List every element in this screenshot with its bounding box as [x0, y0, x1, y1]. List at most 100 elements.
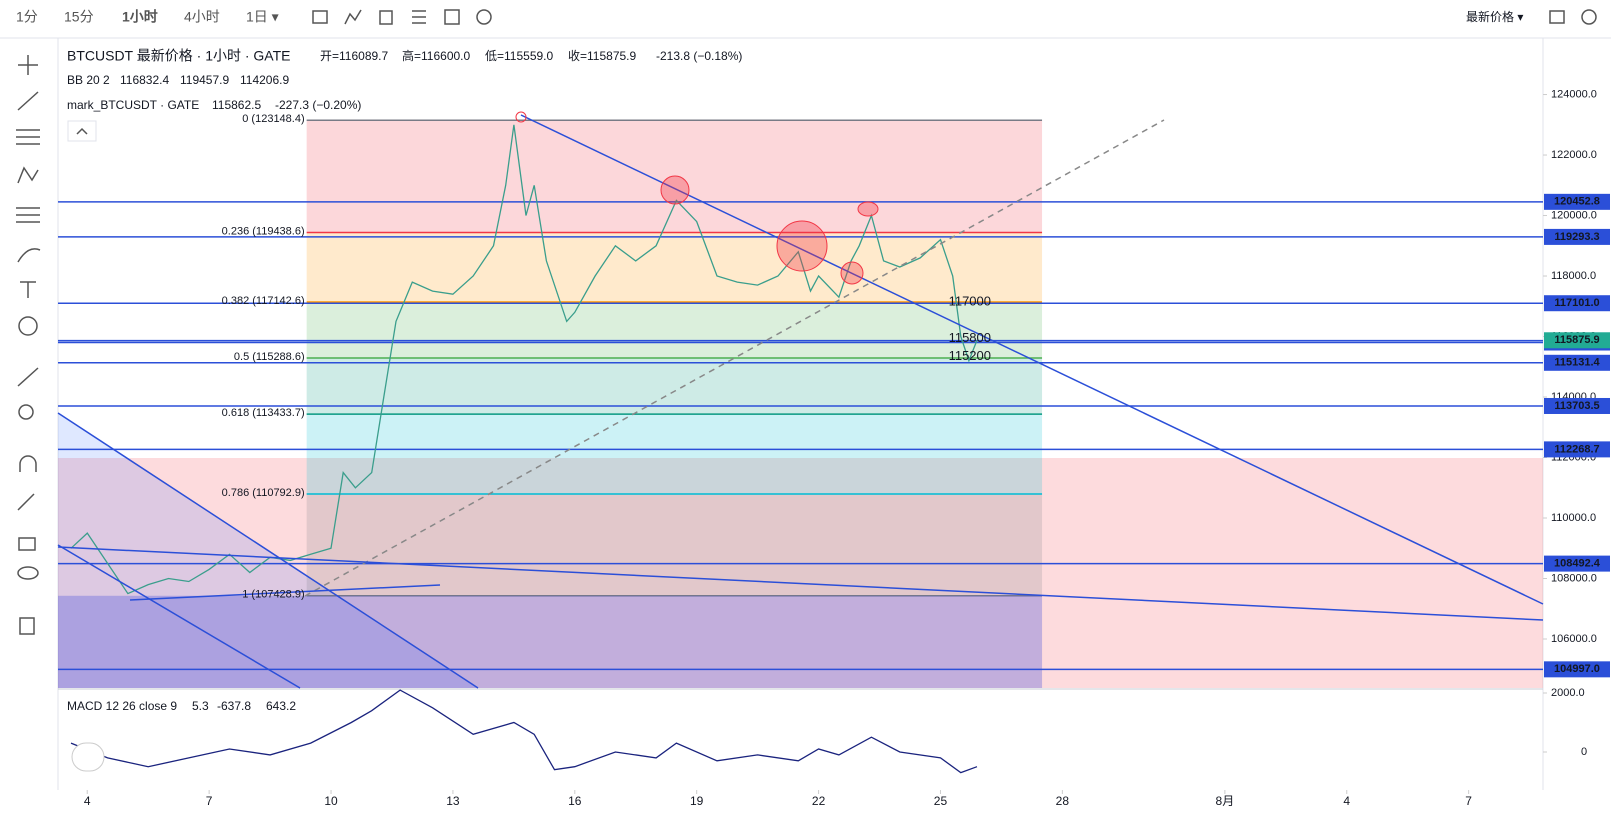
trend-line — [520, 114, 1544, 605]
interval-button[interactable]: 1分 — [16, 9, 38, 25]
price-label-bg — [1544, 441, 1610, 458]
price-label: 104997.0 — [1554, 663, 1600, 675]
y-tick-label: 108000.0 — [1551, 572, 1597, 584]
lock-draw-tool[interactable] — [17, 493, 35, 511]
collapse-icon — [76, 127, 88, 135]
legend-text: -637.8 — [217, 699, 251, 713]
interval-button[interactable]: 1日 ▾ — [246, 9, 279, 25]
trend-line — [57, 544, 301, 689]
legend-text: BTCUSDT 最新价格 · 1小时 · GATE — [67, 48, 291, 64]
collapse-button[interactable] — [67, 120, 97, 142]
last-price-bg — [1544, 332, 1610, 349]
legend-text: -213.8 (−0.18%) — [656, 49, 742, 63]
fib-label: 0.236 (119438.6) — [222, 225, 305, 237]
trend-line — [57, 546, 1544, 621]
x-tick-label: 4 — [84, 794, 91, 808]
highlight-circle — [857, 201, 879, 217]
magnet-tool[interactable] — [19, 455, 37, 472]
forecast-tool[interactable] — [16, 207, 40, 223]
add-icon[interactable] — [476, 9, 492, 25]
y-tick-label: 106000.0 — [1551, 633, 1597, 645]
brush-tool[interactable] — [17, 248, 41, 263]
legend-text: 114206.9 — [240, 73, 289, 87]
x-tick-label: 7 — [1465, 794, 1472, 808]
legend-text: 开=116089.7 — [320, 49, 388, 63]
indicator-icon[interactable] — [344, 9, 362, 25]
highlight-circle — [776, 220, 828, 272]
emoji-tool[interactable] — [18, 316, 38, 336]
x-tick-label: 16 — [568, 794, 582, 808]
legend-text: 643.2 — [266, 699, 296, 713]
drawings — [57, 111, 1544, 772]
x-tick-label: 8月 — [1216, 794, 1235, 808]
fib-band — [306, 358, 1043, 415]
fib-label: 0.786 (110792.9) — [222, 487, 305, 499]
bar-type-icon[interactable] — [312, 10, 328, 24]
legend-text: MACD 12 26 close 9 — [67, 699, 177, 713]
price-label-bg — [1544, 354, 1610, 371]
camera-icon[interactable] — [1549, 10, 1565, 24]
fib-label: 0.618 (113433.7) — [222, 407, 305, 419]
line-tool[interactable] — [17, 91, 39, 111]
price-label: 120452.8 — [1554, 196, 1600, 208]
pattern-tool[interactable] — [17, 166, 39, 184]
fib-band — [306, 414, 1043, 495]
lock-tool[interactable] — [18, 537, 36, 551]
y2-tick-label: 2000.0 — [1551, 687, 1585, 699]
price-label-bg — [1544, 295, 1610, 312]
list-icon[interactable] — [412, 10, 426, 24]
x-tick-label: 13 — [446, 794, 460, 808]
zoom-tool[interactable] — [18, 404, 34, 420]
price-label-bg — [1544, 193, 1610, 210]
fib-label: 0 (123148.4) — [242, 113, 304, 125]
trash-tool[interactable] — [19, 617, 35, 635]
trend-line — [57, 412, 479, 689]
labels: 0 (123148.4) 0.236 (119438.6) 0.382 (11714… — [67, 48, 1610, 808]
fib-band — [306, 301, 1043, 359]
last-price-label: 115875.9 — [1554, 334, 1599, 346]
crosshair-tool[interactable] — [18, 55, 38, 75]
y-tick-label: 118000.0 — [1551, 270, 1596, 282]
price-label: 108492.4 — [1554, 558, 1601, 570]
x-tick-label: 28 — [1056, 794, 1070, 808]
price-line — [70, 124, 978, 595]
fib-trend-line — [304, 119, 1165, 597]
fib-extension — [58, 595, 1043, 688]
ruler-tool[interactable] — [17, 367, 39, 387]
fib-label: 1 (107428.9) — [242, 589, 304, 601]
x-tick-label: 4 — [1343, 794, 1350, 808]
x-tick-label: 25 — [934, 794, 948, 808]
highlight-circle — [840, 261, 864, 285]
fib-tool[interactable] — [16, 129, 40, 145]
legend-text: 116832.4 — [120, 73, 169, 87]
settings-icon[interactable] — [1581, 9, 1597, 25]
macd-line — [70, 689, 978, 774]
drawing-tools[interactable] — [16, 55, 41, 635]
legend-text: 5.3 — [192, 699, 209, 713]
legend-text: -227.3 (−0.20%) — [275, 98, 361, 112]
interval-button[interactable]: 1小时 — [122, 9, 158, 25]
price-label: 113703.5 — [1554, 400, 1599, 412]
fib-band — [306, 494, 1043, 596]
interval-button[interactable]: 15分 — [64, 9, 94, 25]
x-tick-label: 19 — [690, 794, 704, 808]
legend-text: 收=115875.9 — [568, 49, 636, 63]
y-tick-label: 124000.0 — [1551, 88, 1597, 100]
x-tick-label: 7 — [206, 794, 213, 808]
toolbar-icons[interactable] — [312, 9, 1597, 25]
price-label-bg — [1544, 228, 1610, 245]
annotation: 115800 — [949, 330, 991, 345]
price-label-bg — [1544, 555, 1610, 572]
layout-icon[interactable] — [444, 9, 460, 25]
price-mode[interactable]: 最新价格 ▾ — [1466, 9, 1523, 24]
delete-icon[interactable] — [379, 10, 393, 25]
legend-text: 高=116600.0 — [402, 48, 470, 63]
visibility-tool[interactable] — [17, 566, 39, 580]
legend-text: 119457.9 — [180, 73, 229, 87]
interval-button[interactable]: 4小时 — [184, 9, 220, 25]
legend-text: 低=115559.0 — [485, 49, 553, 63]
y-tick-label: 120000.0 — [1551, 209, 1597, 221]
text-tool[interactable] — [20, 281, 36, 298]
